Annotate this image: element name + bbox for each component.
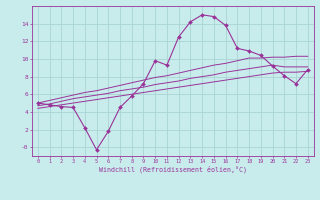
X-axis label: Windchill (Refroidissement éolien,°C): Windchill (Refroidissement éolien,°C) <box>99 166 247 173</box>
